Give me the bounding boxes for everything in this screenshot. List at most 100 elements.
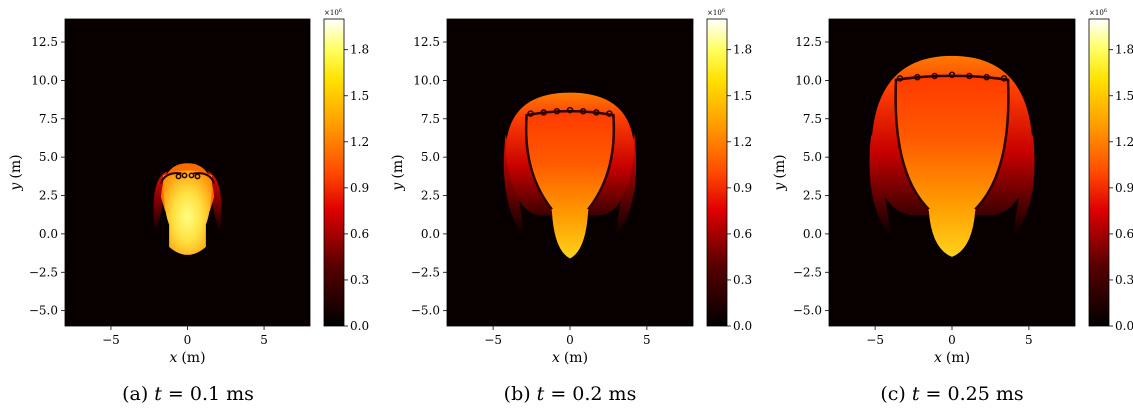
y-axis-label: y (m) <box>8 154 24 191</box>
vortex-curl <box>914 73 921 81</box>
x-tick-label: 0 <box>948 333 956 347</box>
y-tick-label: 10.0 <box>31 73 58 87</box>
colorbar-tick-label: 0.9 <box>733 181 752 195</box>
multiplier-exponent: 6 <box>1104 8 1107 14</box>
y-tick-label: −5.0 <box>29 304 58 318</box>
heatmap-field <box>869 55 1035 257</box>
colorbar-multiplier: ×106 <box>1089 8 1107 17</box>
y-tick-label: 5.0 <box>39 150 58 164</box>
core-bulb <box>894 75 1010 257</box>
vortex-curl <box>966 72 973 80</box>
colorbar-tick-label: 1.8 <box>1115 43 1133 57</box>
vortex-curl <box>606 110 613 117</box>
panel-caption: (b) t = 0.2 ms <box>504 383 637 405</box>
colorbar-tick-label: 0.0 <box>1115 319 1133 333</box>
colorbar-tick-label: 1.2 <box>1115 135 1133 149</box>
y-tick-label: 0.0 <box>421 227 440 241</box>
colorbar: 1.8 1.5 1.2 0.9 0.6 0.3 0.0 ×106 <box>706 8 752 333</box>
colorbar-multiplier: ×106 <box>324 8 342 17</box>
colorbar-tick-label: 0.6 <box>733 227 752 241</box>
y-tick-label: −2.5 <box>793 265 822 279</box>
y-tick-label: 12.5 <box>31 35 58 49</box>
caption-label: (b) <box>504 383 531 405</box>
multiplier-exponent: 6 <box>722 8 725 14</box>
y-tick-label: 0.0 <box>39 227 58 241</box>
colorbar-tick-label: 1.5 <box>733 89 752 103</box>
vortex-curl <box>181 172 188 179</box>
multiplier-base: ×10 <box>1089 9 1104 17</box>
vortex-curl <box>983 73 990 81</box>
y-axis-var: y <box>772 182 788 192</box>
core-bulb <box>524 111 616 259</box>
colorbar-tick-label: 1.8 <box>350 43 369 57</box>
multiplier-base: ×10 <box>707 9 722 17</box>
y-tick-label: 5.0 <box>803 150 822 164</box>
y-axis-unit: (m) <box>772 154 788 178</box>
vortex-curl <box>540 109 547 116</box>
colorbar-tick-label: 0.6 <box>350 227 369 241</box>
vortex-curl <box>931 72 938 80</box>
x-axis-var: x <box>934 350 942 366</box>
x-tick-label: 0 <box>184 333 192 347</box>
caption-eq: = 0.1 ms <box>162 383 254 405</box>
y-axis-label: y (m) <box>390 154 406 191</box>
x-axis-var: x <box>169 350 177 366</box>
x-axis-label: x (m) <box>169 350 205 366</box>
vortex-curl <box>566 106 574 114</box>
y-tick-label: 0.0 <box>803 227 822 241</box>
colorbar-tick-label: 0.0 <box>733 319 752 333</box>
x-tick-label: 5 <box>260 333 268 347</box>
vortex-curl <box>579 108 587 115</box>
colorbar-tick-label: 0.3 <box>350 273 369 287</box>
x-tick-label: 5 <box>643 333 651 347</box>
colorbar-tick-label: 1.5 <box>1115 89 1133 103</box>
y-tick-label: −5.0 <box>411 304 440 318</box>
caption-eq: = 0.25 ms <box>919 383 1023 405</box>
x-tick-label: 0 <box>566 333 574 347</box>
vortex-curl <box>948 71 956 79</box>
panel-caption: (c) t = 0.25 ms <box>880 383 1023 405</box>
x-axis-unit: (m) <box>946 350 970 366</box>
heatmap-field <box>153 163 222 255</box>
panel-a: 12.510.07.55.02.50.0−2.5−5.0−5 0 5x (m)y(m)… <box>8 8 369 405</box>
colorbar: 1.8 1.5 1.2 0.9 0.6 0.3 0.0 ×106 <box>1088 8 1133 333</box>
caption-var: t <box>537 383 545 405</box>
vortex-curl <box>1000 75 1008 82</box>
x-axis-var: x <box>552 350 560 366</box>
y-tick-label: 7.5 <box>39 112 58 126</box>
x-axis-label: x (m) <box>552 350 588 366</box>
colorbar-gradient <box>706 18 728 327</box>
y-tick-label: 12.5 <box>795 35 822 49</box>
y-axis-unit: (m) <box>390 154 406 178</box>
colorbar-multiplier: ×106 <box>707 8 725 17</box>
y-tick-label: 10.0 <box>413 73 440 87</box>
x-axis-label: x (m) <box>934 350 970 366</box>
multiplier-base: ×10 <box>324 9 339 17</box>
y-tick-label: −2.5 <box>29 265 58 279</box>
colorbar: 1.8 1.5 1.2 0.9 0.6 0.3 0.0 ×106 <box>323 8 369 333</box>
y-axis-var: y <box>8 182 24 192</box>
y-tick-label: 7.5 <box>421 112 440 126</box>
caption-var: t <box>912 383 920 405</box>
x-tick-label: −5 <box>866 333 884 347</box>
colorbar-tick-label: 1.5 <box>350 89 369 103</box>
panel-caption: (a) t = 0.1 ms <box>122 383 254 405</box>
y-axis-unit: (m) <box>8 154 24 178</box>
y-tick-label: 2.5 <box>803 189 822 203</box>
x-tick-label: 5 <box>1025 333 1033 347</box>
y-tick-label: 2.5 <box>39 189 58 203</box>
core-bulb <box>163 170 212 255</box>
heatmap-field <box>503 92 637 259</box>
caption-var: t <box>154 383 162 405</box>
interface-line <box>160 172 215 184</box>
colorbar-tick-label: 0.0 <box>350 319 369 333</box>
y-tick-label: 10.0 <box>795 73 822 87</box>
y-tick-label: 2.5 <box>421 189 440 203</box>
y-axis-var: y <box>390 182 406 192</box>
x-axis-unit: (m) <box>181 350 205 366</box>
colorbar-tick-label: 0.6 <box>1115 227 1133 241</box>
colorbar-tick-label: 0.3 <box>733 273 752 287</box>
x-tick-label: −5 <box>102 333 120 347</box>
colorbar-gradient <box>1088 18 1110 327</box>
colorbar-tick-label: 0.9 <box>350 181 369 195</box>
